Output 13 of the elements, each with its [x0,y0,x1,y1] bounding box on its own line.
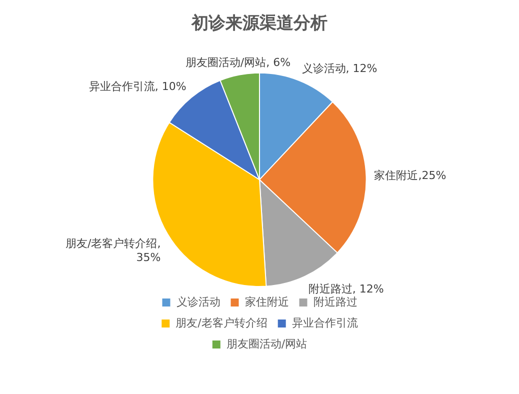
data-label: 朋友/老客户转介绍, 35% [65,236,161,264]
legend-label: 家住附近 [244,295,289,308]
data-label: 义诊活动, 12% [302,62,378,75]
legend-label: 义诊活动 [176,295,220,308]
data-label: 家住附近,25% [374,168,446,182]
legend-label: 朋友/老客户转介绍 [176,316,268,330]
data-label: 朋友圈活动/网站, 6% [185,56,291,69]
legend-label: 附近路过 [313,295,358,308]
data-label: 附近路过, 12% [308,282,384,296]
chart-title: 初诊来源渠道分析 [190,14,328,34]
legend-label: 朋友圈活动/网站 [226,337,308,350]
data-label: 异业合作引流, 10% [88,80,186,94]
legend-label: 异业合作引流 [292,316,358,330]
